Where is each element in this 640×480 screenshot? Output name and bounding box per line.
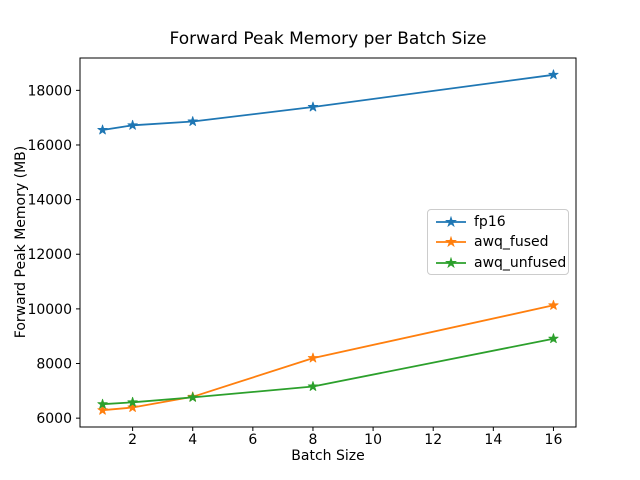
legend-swatch-fp16 bbox=[436, 215, 466, 227]
marker-star-fp16 bbox=[307, 101, 319, 112]
x-tick-label: 12 bbox=[424, 432, 442, 448]
legend-item-fp16: fp16 bbox=[435, 213, 568, 231]
legend-item-awq_unfused: awq_unfused bbox=[435, 254, 568, 272]
series-line-fp16 bbox=[101, 73, 555, 131]
y-axis-label: Forward Peak Memory (MB) bbox=[13, 145, 29, 339]
legend: fp16 awq_fused awq_unfused bbox=[427, 209, 569, 275]
axes-frame bbox=[79, 57, 577, 428]
marker-star-awq_unfused bbox=[97, 398, 108, 409]
x-tick-label: 6 bbox=[248, 432, 257, 448]
y-tick-label: 16000 bbox=[27, 138, 72, 154]
legend-swatch-awq_fused bbox=[436, 236, 466, 248]
x-tick-label: 14 bbox=[484, 432, 502, 448]
x-tick-label: 10 bbox=[364, 432, 382, 448]
marker-star-awq_unfused bbox=[127, 396, 138, 407]
y-tick-label: 12000 bbox=[27, 247, 72, 263]
x-tick-label: 8 bbox=[309, 432, 318, 448]
marker-star-awq_fused bbox=[548, 299, 559, 310]
marker-star-awq_unfused bbox=[307, 381, 319, 391]
y-tick-label: 6000 bbox=[36, 411, 72, 427]
chart-title: Forward Peak Memory per Batch Size bbox=[169, 29, 487, 49]
y-tick-label: 8000 bbox=[36, 357, 72, 373]
x-axis-label: Batch Size bbox=[291, 448, 365, 464]
legend-label: fp16 bbox=[474, 213, 506, 230]
marker-star-awq_fused bbox=[127, 402, 138, 412]
x-tick-label: 2 bbox=[128, 432, 137, 448]
y-tick-label: 10000 bbox=[27, 302, 72, 318]
y-tick-label: 14000 bbox=[27, 193, 72, 209]
series-line-awq_unfused bbox=[101, 337, 555, 406]
marker-star-fp16 bbox=[97, 124, 108, 135]
marker-star-fp16 bbox=[127, 119, 138, 130]
legend-marker-star bbox=[445, 215, 457, 227]
legend-marker-star bbox=[445, 236, 457, 248]
marker-star-fp16 bbox=[187, 116, 198, 126]
legend-marker-star bbox=[445, 256, 457, 268]
legend-label: awq_unfused bbox=[474, 254, 567, 271]
legend-swatch-awq_unfused bbox=[436, 256, 466, 268]
y-tick-label: 18000 bbox=[27, 83, 72, 99]
marker-star-awq_unfused bbox=[187, 391, 198, 402]
legend-label: awq_fused bbox=[474, 234, 549, 250]
marker-star-awq_fused bbox=[97, 404, 108, 415]
marker-star-fp16 bbox=[548, 69, 559, 80]
x-tick-label: 4 bbox=[188, 432, 197, 448]
marker-star-awq_unfused bbox=[548, 333, 559, 344]
marker-star-awq_fused bbox=[307, 352, 319, 363]
legend-item-awq_fused: awq_fused bbox=[435, 233, 568, 251]
series-line-awq_fused bbox=[101, 304, 555, 412]
x-tick-label: 16 bbox=[545, 432, 563, 448]
